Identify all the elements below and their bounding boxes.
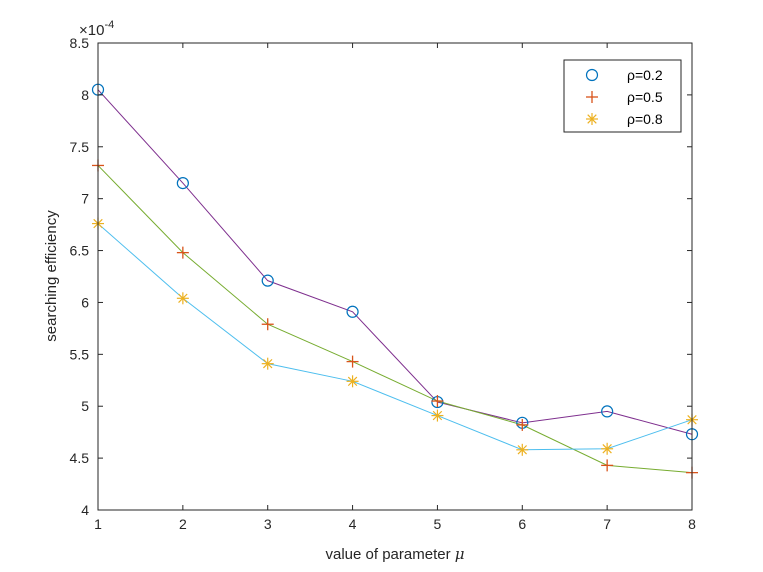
data-point-series-3 (261, 357, 274, 370)
y-tick-label: 6 (81, 294, 89, 310)
y-tick-label: 8.5 (70, 35, 90, 51)
legend: ρ=0.2 ρ=0.5 ρ=0.8 (563, 59, 682, 133)
data-point-series-3 (176, 292, 189, 305)
y-multiplier: ×10-4 (79, 19, 114, 39)
y-tick-label: 7.5 (70, 139, 90, 155)
legend-label-2: ρ=0.5 (627, 89, 663, 105)
y-tick-label: 7 (81, 191, 89, 207)
y-tick-label: 5 (81, 398, 89, 414)
data-point-series-2 (261, 318, 274, 331)
data-point-series-1 (176, 177, 189, 190)
data-point-series-3 (516, 443, 529, 456)
data-point-series-2 (431, 395, 444, 408)
y-axis-label: searching efficiency (43, 210, 60, 342)
y-tick-label: 8 (81, 87, 89, 103)
x-axis-label-text: value of parameter (326, 546, 455, 563)
legend-marker-3 (586, 113, 598, 125)
x-tick-label: 6 (518, 516, 526, 532)
data-point-series-2 (346, 355, 359, 368)
y-tick-label: 6.5 (70, 243, 90, 259)
series-line-1 (97, 89, 693, 435)
legend-label-3: ρ=0.8 (627, 111, 663, 127)
data-point-series-3 (346, 375, 359, 388)
legend-marker-2 (586, 91, 598, 103)
data-point-series-1 (601, 405, 614, 418)
x-tick-label: 2 (179, 516, 187, 532)
data-point-series-3 (431, 409, 444, 422)
x-tick-label: 7 (603, 516, 611, 532)
x-axis: 1 2 3 4 5 6 7 8 (94, 43, 696, 532)
data-point-series-2 (516, 418, 529, 431)
series-markers (91, 83, 699, 479)
y-multiplier-exponent: -4 (104, 19, 114, 31)
data-point-series-1 (346, 305, 359, 318)
legend-label-1: ρ=0.2 (627, 67, 663, 83)
series-lines (97, 89, 693, 474)
data-point-series-2 (176, 246, 189, 259)
y-tick-label: 4 (81, 502, 89, 518)
x-tick-label: 4 (349, 516, 357, 532)
legend-marker-1 (585, 68, 599, 82)
y-axis: 4 4.5 5 5.5 6 6.5 7 7.5 8 8.5 (70, 35, 692, 518)
y-tick-label: 5.5 (70, 346, 90, 362)
data-point-series-3 (601, 442, 614, 455)
x-tick-label: 8 (688, 516, 696, 532)
data-point-series-1 (261, 274, 274, 287)
x-axis-label-symbol: μ (455, 545, 465, 563)
legend-box (563, 59, 682, 133)
x-tick-label: 5 (434, 516, 442, 532)
series-line-3 (97, 223, 693, 451)
y-tick-label: 4.5 (70, 450, 90, 466)
x-tick-label: 3 (264, 516, 272, 532)
y-multiplier-base: ×10 (79, 22, 104, 39)
axes-box (97, 42, 693, 511)
series-line-2 (97, 165, 693, 474)
x-tick-label: 1 (94, 516, 102, 532)
data-point-series-2 (601, 459, 614, 472)
x-axis-label: value of parameter μ (326, 545, 465, 563)
